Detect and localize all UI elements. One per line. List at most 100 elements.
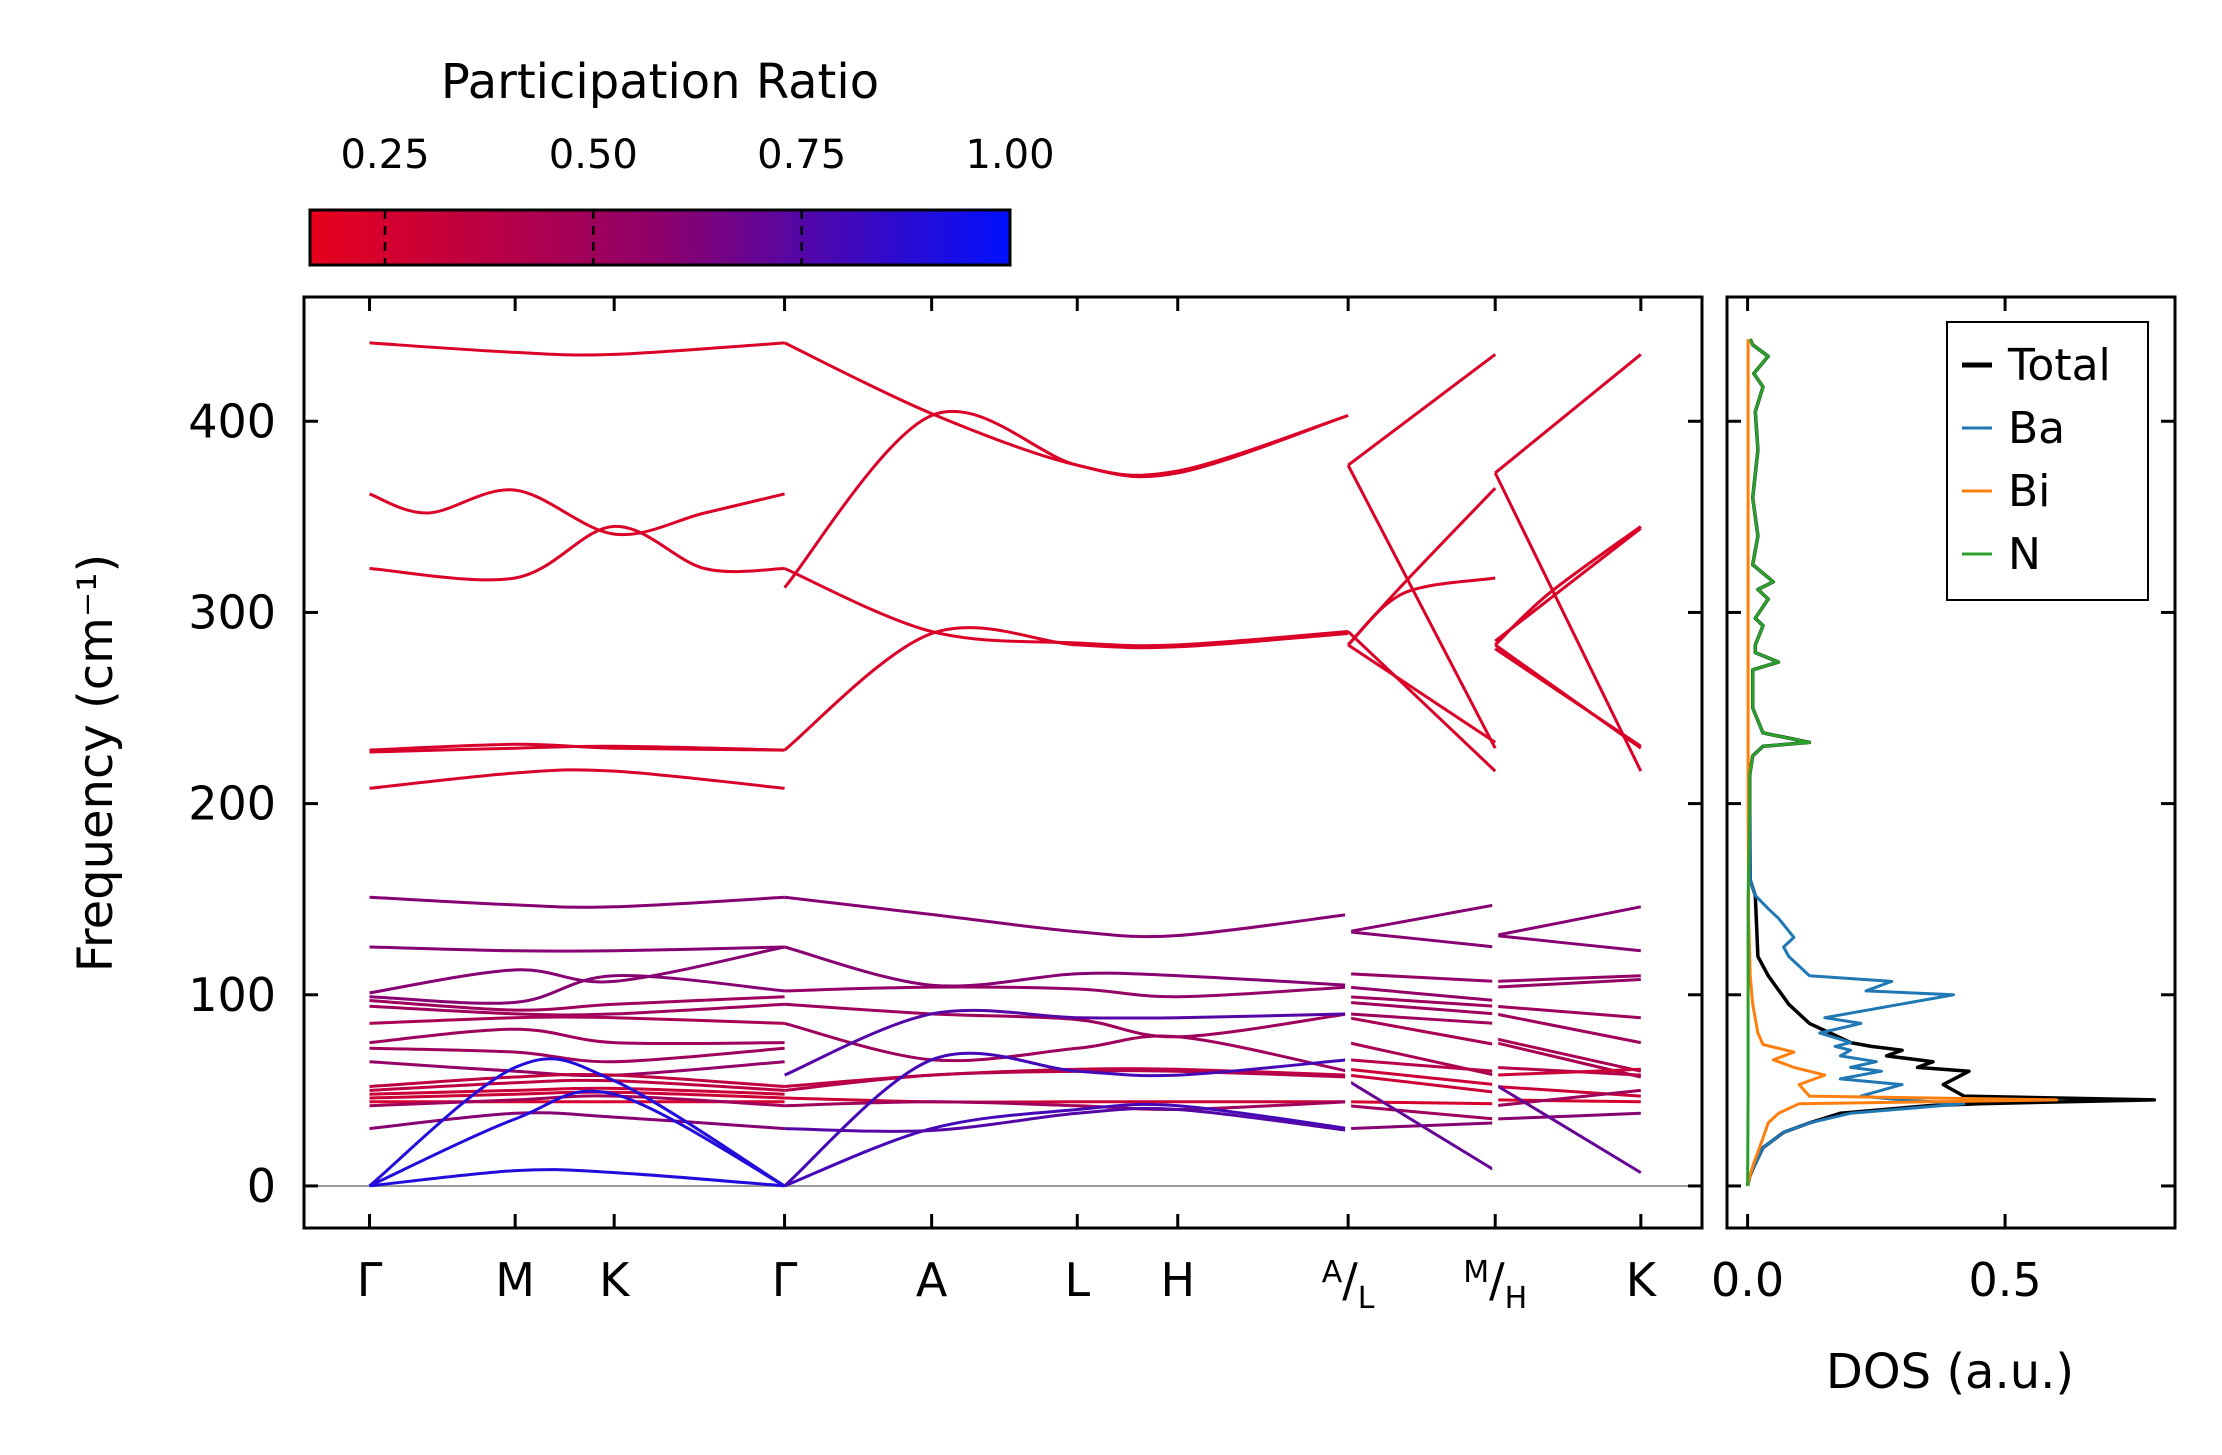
- band-line: [369, 1090, 785, 1100]
- band-line: [369, 1078, 785, 1092]
- dos-lines: [1745, 338, 2157, 1187]
- x-tick-label: H: [1160, 1253, 1195, 1307]
- band-line: [369, 744, 785, 754]
- band-line: [784, 1002, 1349, 1039]
- x-tick-label: Γ: [357, 1253, 383, 1307]
- x-tick-label: M/H: [1463, 1253, 1527, 1316]
- band-line: [1494, 527, 1642, 643]
- dos-x-tick-label: 0.0: [1711, 1253, 1784, 1307]
- band-line: [784, 1106, 1349, 1133]
- path-discontinuity: [1345, 860, 1352, 1183]
- band-line: [1347, 930, 1496, 949]
- x-tick-label: Γ: [772, 1253, 798, 1307]
- x-ticks: Γ M K Γ A L H A/L M/H K: [357, 297, 1658, 1316]
- dos-line-ba: [1746, 803, 1966, 1187]
- band-line: [783, 1051, 1349, 1188]
- band-line: [1347, 1000, 1496, 1016]
- legend-label: N: [2008, 529, 2041, 580]
- band-line: [1495, 974, 1641, 983]
- band-line: [1495, 1085, 1641, 1098]
- x-tick-label: L: [1064, 1253, 1090, 1307]
- x-tick-label: K: [599, 1253, 631, 1307]
- colorbar-label: Participation Ratio: [441, 54, 879, 110]
- y-tick-label: 400: [188, 394, 276, 448]
- dos-frame: [1725, 295, 2177, 1230]
- band-line: [784, 1021, 1349, 1073]
- dos-panel: 0.0 0.5 DOS (a.u.) Total Ba Bi N: [1711, 295, 2177, 1400]
- band-line: [369, 895, 785, 909]
- x-tick-label: K: [1626, 1253, 1658, 1307]
- band-line: [1495, 1098, 1641, 1104]
- colorbar-tick-label: 0.25: [340, 132, 429, 178]
- legend: Total Ba Bi N: [1946, 321, 2149, 601]
- band-line: [1494, 905, 1642, 937]
- high-symmetry-dividers: [1345, 860, 1499, 1183]
- band-line: [369, 341, 785, 357]
- x-tick-label: M: [495, 1253, 535, 1307]
- x-tick-label: A: [916, 1253, 948, 1307]
- band-line: [1494, 1012, 1642, 1045]
- dos-x-ticks: 0.0 0.5: [1711, 297, 2042, 1307]
- band-line: [1348, 995, 1496, 1008]
- band-line: [1347, 1079, 1496, 1172]
- band-line: [1495, 934, 1641, 953]
- band-line: [369, 945, 785, 995]
- dos-y-ticks: [1727, 419, 2175, 1188]
- band-line: [1347, 1067, 1496, 1087]
- y-axis-label: Frequency (cm⁻¹): [68, 554, 124, 972]
- band-line: [369, 945, 785, 953]
- band-line: [369, 1046, 785, 1064]
- colorbar-frame: [308, 208, 1012, 267]
- band-lines: [368, 341, 1643, 1188]
- band-line: [1495, 1111, 1641, 1121]
- dos-line-n: [1746, 338, 1811, 1186]
- band-line: [369, 1086, 785, 1096]
- band-line: [783, 409, 1349, 589]
- band-line: [1495, 978, 1641, 989]
- legend-label: Ba: [2008, 403, 2065, 454]
- band-line: [1346, 464, 1497, 749]
- band-line: [1348, 1012, 1496, 1025]
- band-line: [1347, 1073, 1496, 1094]
- band-line: [369, 1002, 785, 1017]
- band-line: [369, 524, 785, 582]
- band-line: [1347, 643, 1497, 744]
- y-tick-label: 200: [188, 777, 276, 831]
- band-line: [1347, 985, 1496, 1002]
- band-line: [368, 1057, 786, 1188]
- band-line: [369, 768, 785, 790]
- band-line: [369, 1168, 785, 1188]
- colorbar: Participation Ratio 0.25 0.50 0.75 1.00: [308, 54, 1055, 267]
- band-line: [368, 1089, 786, 1188]
- band-line: [1494, 353, 1642, 475]
- band-line: [1494, 647, 1642, 748]
- band-line: [1347, 630, 1497, 773]
- band-line: [784, 1096, 1349, 1104]
- colorbar-ticks: 0.25 0.50 0.75 1.00: [340, 132, 1055, 265]
- band-line: [784, 567, 1349, 648]
- y-tick-label: 300: [188, 585, 276, 639]
- dos-x-tick-label: 0.5: [1968, 1253, 2041, 1307]
- colorbar-tick-label: 0.50: [549, 132, 638, 178]
- band-line: [1347, 1058, 1496, 1073]
- colorbar-tick-label: 0.75: [757, 132, 846, 178]
- band-line: [1347, 1016, 1496, 1046]
- band-line: [1494, 1037, 1642, 1073]
- band-line: [369, 995, 785, 1012]
- band-line: [1495, 1067, 1641, 1077]
- band-frame: [302, 295, 1704, 1230]
- band-line: [369, 1072, 785, 1088]
- band-structure-panel: Frequency (cm⁻¹) 0 100 200 300 400 Γ M K Γ A L H A/…: [68, 295, 1704, 1316]
- colorbar-tick-label: 1.00: [965, 132, 1054, 178]
- band-line: [369, 1027, 785, 1046]
- band-line: [783, 626, 1349, 752]
- band-line: [784, 985, 1349, 999]
- band-line: [1347, 1104, 1496, 1121]
- band-line: [1347, 576, 1496, 647]
- band-line: [784, 945, 1349, 988]
- band-line: [368, 488, 785, 537]
- x-tick-label: A/L: [1322, 1253, 1375, 1316]
- band-line: [1348, 972, 1496, 983]
- band-line: [1495, 1088, 1641, 1108]
